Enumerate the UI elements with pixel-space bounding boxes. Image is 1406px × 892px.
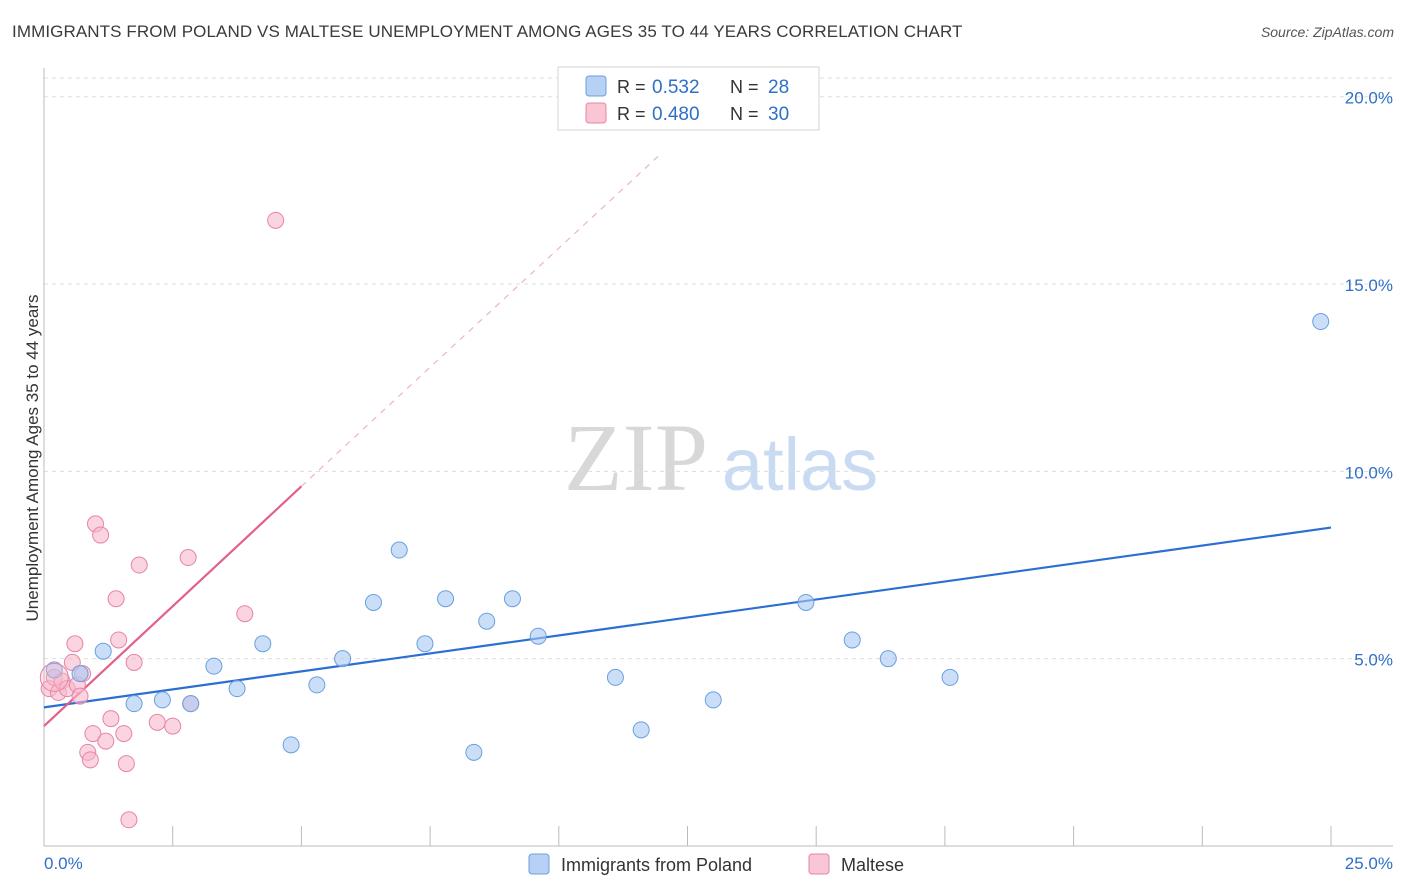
point-poland xyxy=(282,736,300,754)
point-maltese xyxy=(115,725,133,743)
point-maltese xyxy=(148,713,166,731)
trendline-maltese xyxy=(43,485,303,727)
point-maltese xyxy=(107,590,125,608)
y-tick-label: 15.0% xyxy=(1345,276,1393,295)
point-poland xyxy=(941,668,959,686)
legend-r-label-blue: R = xyxy=(617,77,646,97)
point-poland xyxy=(879,650,897,668)
legend-r-value-pink: 0.480 xyxy=(652,104,700,125)
legend-n-label-pink: N = xyxy=(730,104,759,124)
point-poland xyxy=(465,743,483,761)
point-cluster xyxy=(39,662,69,692)
point-poland xyxy=(205,657,223,675)
source-label: Source: ZipAtlas.com xyxy=(1260,24,1394,40)
y-axis-title: Unemployment Among Ages 35 to 44 years xyxy=(23,295,42,622)
point-poland xyxy=(153,691,171,709)
legend-swatch-blue xyxy=(585,75,607,97)
point-poland xyxy=(182,695,200,713)
watermark-atlas: atlas xyxy=(722,423,878,506)
legend-r-label-pink: R = xyxy=(617,104,646,124)
point-maltese xyxy=(71,687,89,705)
y-tick-label: 10.0% xyxy=(1345,463,1393,482)
x-tick-label-min: 0.0% xyxy=(44,854,83,873)
point-maltese xyxy=(236,605,254,623)
point-poland xyxy=(437,590,455,608)
y-tick-label: 5.0% xyxy=(1354,651,1393,670)
series-legend-label-poland: Immigrants from Poland xyxy=(561,855,752,875)
point-maltese xyxy=(97,732,115,750)
trendline-poland xyxy=(43,526,1332,709)
point-poland xyxy=(503,590,521,608)
chart-title: IMMIGRANTS FROM POLAND VS MALTESE UNEMPL… xyxy=(12,22,963,41)
y-tick-label: 20.0% xyxy=(1345,89,1393,108)
point-maltese xyxy=(102,710,120,728)
point-poland xyxy=(843,631,861,649)
point-poland xyxy=(228,680,246,698)
point-poland xyxy=(390,541,408,559)
point-poland xyxy=(71,665,89,683)
legend-n-value-blue: 28 xyxy=(768,77,789,98)
point-poland xyxy=(704,691,722,709)
series-legend-label-maltese: Maltese xyxy=(841,855,904,875)
point-maltese xyxy=(130,556,148,574)
point-poland xyxy=(1312,313,1330,331)
point-poland xyxy=(416,635,434,653)
point-poland xyxy=(797,593,815,611)
point-maltese xyxy=(66,635,84,653)
x-tick-label-max: 25.0% xyxy=(1345,854,1393,873)
point-maltese xyxy=(120,811,138,829)
point-poland xyxy=(529,627,547,645)
point-poland xyxy=(334,650,352,668)
point-maltese xyxy=(179,549,197,567)
point-maltese xyxy=(81,751,99,769)
watermark-zip: ZIP xyxy=(564,404,708,511)
legend-n-label-blue: N = xyxy=(730,77,759,97)
point-poland xyxy=(125,695,143,713)
legend-swatch-pink xyxy=(585,102,607,124)
point-maltese xyxy=(84,725,102,743)
correlation-legend: R = 0.532 N = 28 R = 0.480 N = 30 xyxy=(557,66,820,131)
point-poland xyxy=(94,642,112,660)
point-maltese xyxy=(164,717,182,735)
series-legend-swatch-maltese xyxy=(808,853,830,875)
point-maltese xyxy=(125,653,143,671)
point-maltese xyxy=(267,211,285,229)
trendline-maltese-extension xyxy=(300,152,663,487)
point-poland xyxy=(478,612,496,630)
point-poland xyxy=(308,676,326,694)
point-maltese xyxy=(110,631,128,649)
point-maltese xyxy=(92,526,110,544)
point-maltese xyxy=(117,755,135,773)
series-legend-swatch-poland xyxy=(528,853,550,875)
point-poland xyxy=(364,593,382,611)
legend-n-value-pink: 30 xyxy=(768,104,789,125)
point-poland xyxy=(45,661,63,679)
point-poland xyxy=(606,668,624,686)
legend-r-value-blue: 0.532 xyxy=(652,77,700,98)
point-poland xyxy=(254,635,272,653)
point-poland xyxy=(632,721,650,739)
series-legend: Immigrants from Poland Maltese xyxy=(528,853,904,875)
